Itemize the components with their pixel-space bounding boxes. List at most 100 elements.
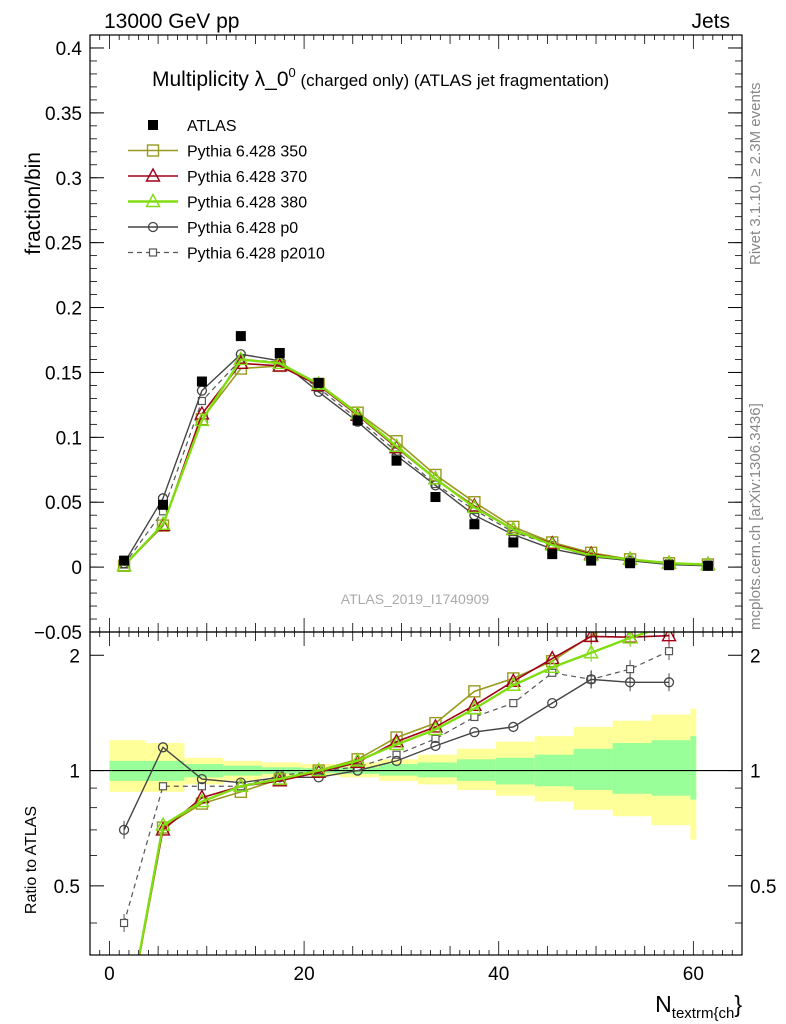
ratio-series-pythia-6-428-380 bbox=[138, 632, 670, 955]
legend-entry: Pythia 6.428 370 bbox=[128, 167, 307, 186]
data-point bbox=[313, 377, 324, 388]
ratio-point bbox=[157, 742, 169, 753]
ratio-line bbox=[138, 632, 652, 955]
series-line bbox=[123, 365, 708, 567]
y-tick-label: 0.05 bbox=[45, 493, 82, 514]
analysis-watermark: ATLAS_2019_I1740909 bbox=[341, 591, 490, 607]
ratio-point bbox=[469, 726, 480, 738]
legend-label: Pythia 6.428 380 bbox=[187, 195, 307, 212]
ratio-point bbox=[119, 918, 129, 928]
data-point bbox=[469, 519, 480, 530]
main-plot-layer: −0.05 0 0.05 0.1 0.15 0.2 0.25 0.3 0.35 0.4 bbox=[34, 34, 743, 644]
ratio-point bbox=[624, 677, 636, 688]
data-point bbox=[505, 521, 521, 536]
ratio-point bbox=[468, 685, 481, 698]
x-tick-label: 40 bbox=[488, 964, 509, 985]
band-inner-bin bbox=[651, 740, 691, 796]
band-inner-bin bbox=[690, 736, 697, 800]
data-point bbox=[157, 499, 168, 510]
ratio-point bbox=[625, 665, 635, 674]
legend-label: Pythia 6.428 370 bbox=[187, 169, 307, 186]
rivet-label: Rivet 3.1.10, ≥ 2.3M events bbox=[747, 83, 764, 266]
legend-entry: Pythia 6.428 380 bbox=[128, 193, 307, 212]
data-point bbox=[508, 537, 519, 548]
ratio-point bbox=[470, 712, 479, 722]
ratio-point bbox=[664, 582, 675, 593]
ratio-point bbox=[388, 733, 405, 748]
ratio-point bbox=[544, 658, 560, 674]
main-series-group bbox=[116, 331, 716, 573]
ratio-series-pythia-6-428-370 bbox=[138, 632, 677, 955]
ratio-point bbox=[661, 632, 677, 642]
x-tick-label: 60 bbox=[683, 964, 704, 985]
mcplots-label: mcplots.cern.ch [arXiv:1306.3436] bbox=[747, 403, 764, 630]
y-tick-label: 0.4 bbox=[56, 39, 83, 60]
legend-label: Pythia 6.428 350 bbox=[187, 144, 307, 161]
data-point bbox=[272, 354, 288, 370]
y-tick-label: 0.1 bbox=[56, 428, 82, 449]
ratio-y-tick-label: 1 bbox=[69, 762, 80, 783]
data-point bbox=[352, 415, 363, 426]
legend-entry: Pythia 6.428 350 bbox=[128, 144, 307, 161]
x-tick-label: 20 bbox=[294, 964, 315, 985]
y-axis-title-main: fraction/bin bbox=[22, 152, 45, 255]
ratio-bands bbox=[109, 708, 697, 840]
data-point bbox=[547, 549, 558, 560]
legend: ATLAS Pythia 6.428 350 Pythia 6.428 370 Pyt… bbox=[128, 118, 325, 263]
y-tick-label: 0.15 bbox=[45, 363, 82, 384]
legend-marker bbox=[148, 248, 158, 257]
jets-label: Jets bbox=[691, 10, 730, 33]
ratio-point bbox=[544, 650, 560, 665]
ratio-y-tick-label-right: 0.5 bbox=[750, 877, 776, 898]
data-point bbox=[625, 558, 636, 569]
data-point bbox=[391, 455, 402, 466]
y-tick-label: 0.3 bbox=[56, 169, 82, 190]
ratio-point bbox=[390, 731, 403, 744]
y-tick-label: 0.25 bbox=[45, 234, 82, 255]
ratio-point bbox=[311, 762, 327, 777]
legend-entry: ATLAS bbox=[148, 118, 237, 135]
legend-marker bbox=[146, 144, 160, 157]
ratio-point bbox=[509, 699, 518, 708]
data-point bbox=[702, 560, 713, 571]
ratio-point bbox=[583, 632, 599, 643]
series-pythia-6-428-350 bbox=[117, 359, 715, 573]
ratio-point bbox=[391, 755, 402, 767]
legend-label: Pythia 6.428 p0 bbox=[187, 220, 298, 237]
series-line bbox=[123, 358, 708, 567]
y-axis-title-ratio: Ratio to ATLAS bbox=[23, 806, 40, 914]
data-point bbox=[427, 470, 444, 485]
data-point bbox=[664, 560, 675, 571]
ratio-y-tick-label-right: 1 bbox=[750, 762, 761, 783]
legend-marker bbox=[148, 120, 158, 130]
ratio-point bbox=[663, 677, 675, 688]
ratio-plot-layer: 0 20 40 60 0.5 0.5 1 1 2 2 bbox=[54, 582, 776, 985]
band-inner-bin bbox=[612, 743, 652, 794]
ratio-line bbox=[123, 678, 670, 831]
legend-entry: Pythia 6.428 p0 bbox=[128, 220, 298, 237]
ratio-point bbox=[158, 782, 168, 791]
x-axis-title: Ntextrm{ch} bbox=[655, 991, 742, 1022]
ratio-point bbox=[427, 721, 444, 736]
data-point bbox=[196, 376, 207, 387]
legend-marker bbox=[147, 221, 159, 233]
ratio-point bbox=[505, 676, 521, 691]
ratio-point bbox=[155, 821, 171, 836]
ratio-line bbox=[138, 634, 670, 955]
series-line bbox=[123, 362, 708, 567]
ratio-point bbox=[466, 700, 483, 715]
ratio-point bbox=[664, 647, 674, 656]
data-point bbox=[274, 347, 285, 358]
legend-label: ATLAS bbox=[187, 118, 237, 135]
ratio-point bbox=[427, 718, 444, 733]
data-point bbox=[233, 350, 249, 366]
ratio-y-tick-label: 2 bbox=[69, 646, 80, 667]
ratio-point bbox=[155, 816, 171, 831]
series-atlas bbox=[119, 331, 713, 571]
ratio-series-pythia-6-428-p0 bbox=[118, 670, 675, 839]
y-tick-label: −0.05 bbox=[34, 623, 82, 644]
ratio-point bbox=[388, 735, 405, 751]
data-point bbox=[466, 498, 483, 514]
legend-label: Pythia 6.428 p2010 bbox=[187, 246, 325, 263]
